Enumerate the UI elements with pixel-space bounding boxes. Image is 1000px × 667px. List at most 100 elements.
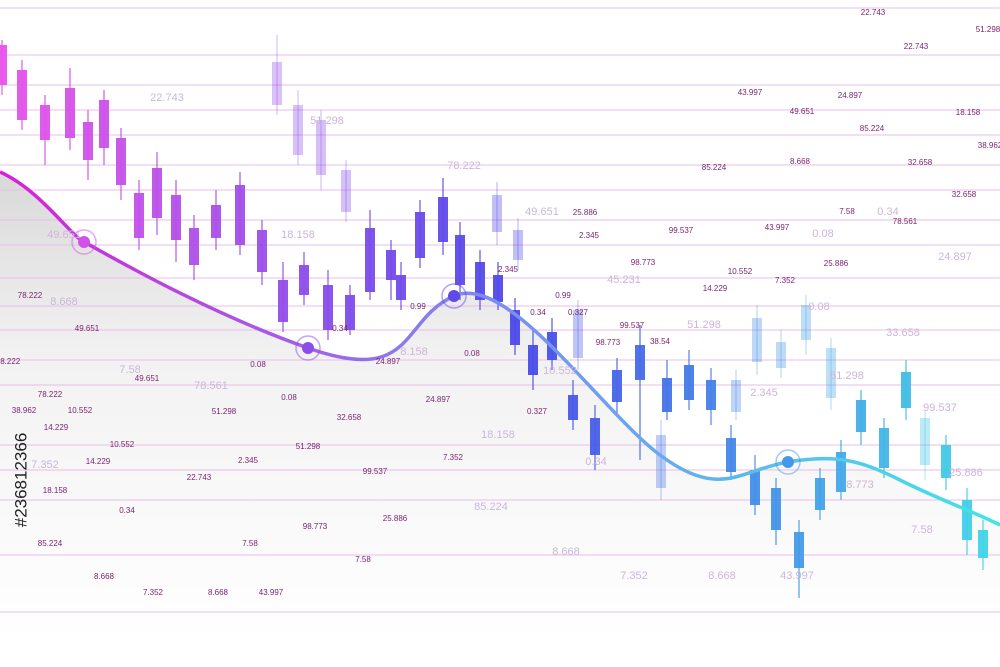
number-label: 8.668 (552, 546, 580, 558)
point-halo (71, 229, 97, 255)
point (78, 236, 90, 248)
number-label: 10.552 (543, 365, 577, 377)
number-label: 7.58 (355, 555, 371, 564)
stock-id: #236812366 (11, 433, 30, 528)
number-label: 43.997 (738, 88, 763, 97)
number-label: 78.222 (0, 357, 21, 366)
number-label: 24.897 (838, 91, 863, 100)
number-label: 51.298 (310, 115, 344, 127)
number-label: 8.773 (846, 479, 874, 491)
number-label: 7.58 (242, 539, 258, 548)
candle-body (528, 345, 538, 375)
number-label: 18.158 (281, 229, 315, 241)
number-label: 51.298 (976, 25, 1000, 34)
candle-body (278, 280, 288, 322)
number-label: 2.345 (238, 456, 259, 465)
candle-body (438, 197, 448, 242)
number-label: 49.651 (47, 229, 81, 241)
number-label: 8.668 (208, 588, 229, 597)
candle-body (662, 378, 672, 412)
number-label: 32.658 (337, 413, 362, 422)
trend-line (0, 170, 1000, 527)
number-label: 14.229 (86, 457, 111, 466)
number-label: 99.537 (923, 402, 957, 414)
candle-body (941, 445, 951, 478)
number-label: 45.231 (607, 274, 641, 286)
number-label: 22.743 (861, 8, 886, 17)
shadow (0, 172, 1000, 640)
number-label: 0.08 (812, 228, 833, 240)
point (302, 342, 314, 354)
number-label: 7.352 (620, 570, 648, 582)
number-label: 25.886 (573, 208, 598, 217)
number-label: 18.158 (43, 486, 68, 495)
candle-body (826, 348, 836, 398)
number-label: 38.54 (650, 337, 671, 346)
candle-body (836, 452, 846, 492)
number-label: 51.298 (296, 442, 321, 451)
candle-body (771, 488, 781, 530)
candle-body (455, 235, 465, 285)
candle-body (635, 345, 645, 380)
candle-body (492, 195, 502, 232)
number-label: 2.345 (498, 265, 519, 274)
candle-body (365, 228, 375, 292)
number-label: 25.886 (824, 259, 849, 268)
number-label: 7.352 (775, 276, 796, 285)
point-halo (775, 449, 801, 475)
candle-body (656, 435, 666, 488)
candle-body (510, 310, 520, 345)
candle-body (345, 295, 355, 330)
candle-body (189, 228, 199, 265)
number-label: 99.537 (620, 321, 645, 330)
number-label: 7.58 (119, 364, 140, 376)
candle-body (612, 370, 622, 402)
number-label: 8.668 (708, 570, 736, 582)
number-label: 49.651 (135, 374, 160, 383)
number-label: 78.561 (893, 217, 918, 226)
number-label: 98.773 (631, 258, 656, 267)
number-label: 51.298 (830, 370, 864, 382)
number-label: 43.997 (765, 223, 790, 232)
number-label: 85.224 (860, 124, 885, 133)
candle-body (573, 310, 583, 358)
number-label: 2.345 (579, 231, 600, 240)
number-label: 0.34 (585, 456, 606, 468)
number-label: 0.34 (119, 506, 135, 515)
number-label: 24.897 (938, 251, 972, 263)
background (0, 7, 1000, 640)
number-label: 18.158 (956, 108, 981, 117)
number-label: 49.651 (525, 206, 559, 218)
candle-body (962, 500, 972, 540)
number-label: 0.08 (808, 301, 829, 313)
number-label: 10.552 (68, 406, 93, 415)
candle-body (99, 100, 109, 148)
candle-body (706, 380, 716, 410)
candle-body (568, 395, 578, 420)
point-halo (295, 335, 321, 361)
number-label: 32.658 (908, 158, 933, 167)
candle-body (396, 275, 406, 300)
candle-body (879, 428, 889, 468)
candle-body (211, 205, 221, 238)
number-label: 85.224 (38, 539, 63, 548)
number-label: 0.99 (555, 291, 571, 300)
candle-body (493, 275, 503, 302)
point-halo (441, 283, 467, 309)
candle-body (341, 170, 351, 212)
candle-body (513, 230, 523, 260)
candle-body (65, 88, 75, 138)
candle-body (299, 265, 309, 295)
number-label: 98.773 (303, 522, 328, 531)
candle-body (0, 45, 7, 85)
number-label: 51.298 (212, 407, 237, 416)
candle-body (801, 305, 811, 340)
number-label: 8.668 (50, 296, 78, 308)
number-label: 8.668 (94, 572, 115, 581)
number-label: 18.158 (481, 429, 515, 441)
candle-body (257, 230, 267, 272)
number-label: 22.743 (150, 92, 184, 104)
candle-body (815, 478, 825, 510)
number-label: 99.537 (669, 226, 694, 235)
